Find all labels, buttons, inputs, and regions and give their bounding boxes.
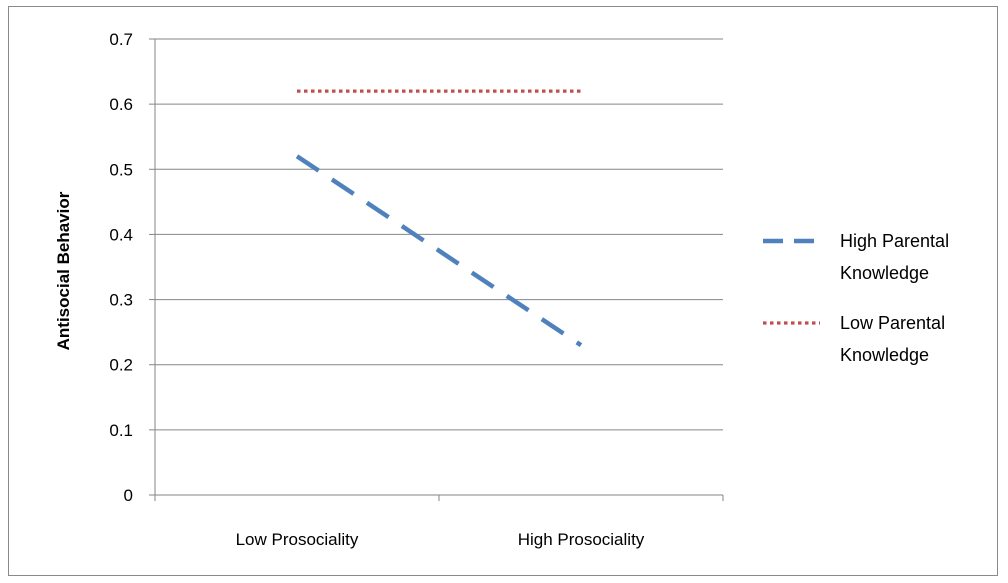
series-lines: [295, 89, 583, 348]
y-tick-label: 0.7: [109, 30, 133, 49]
y-tick-label: 0.1: [109, 421, 133, 440]
y-tick-labels: 0 0.1 0.2 0.3 0.4 0.5 0.6 0.7: [109, 30, 133, 505]
x-tick-labels: Low Prosociality High Prosociality: [236, 530, 645, 549]
line-chart: 0 0.1 0.2 0.3 0.4 0.5 0.6 0.7 Low Prosociality H…: [54, 30, 949, 549]
y-tick-label: 0.5: [109, 160, 133, 179]
legend-label: Knowledge: [840, 263, 929, 283]
y-tick-label: 0: [124, 486, 133, 505]
gridlines: [155, 38, 723, 431]
y-axis-title: Antisocial Behavior: [54, 191, 73, 350]
series-line-1: [295, 154, 583, 348]
y-tick-label: 0.6: [109, 95, 133, 114]
chart-frame: 0 0.1 0.2 0.3 0.4 0.5 0.6 0.7 Low Prosociality H…: [8, 6, 998, 576]
y-tick-label: 0.4: [109, 225, 133, 244]
x-tick-label: Low Prosociality: [236, 530, 359, 549]
legend-label: High Parental: [840, 231, 949, 251]
axes: [149, 38, 724, 501]
legend-label: Low Parental: [840, 313, 945, 333]
x-tick-label: High Prosociality: [518, 530, 645, 549]
y-tick-label: 0.3: [109, 291, 133, 310]
legend: High Parental Knowledge Low Parental Knowle…: [763, 231, 949, 365]
legend-label: Knowledge: [840, 345, 929, 365]
y-tick-label: 0.2: [109, 356, 133, 375]
